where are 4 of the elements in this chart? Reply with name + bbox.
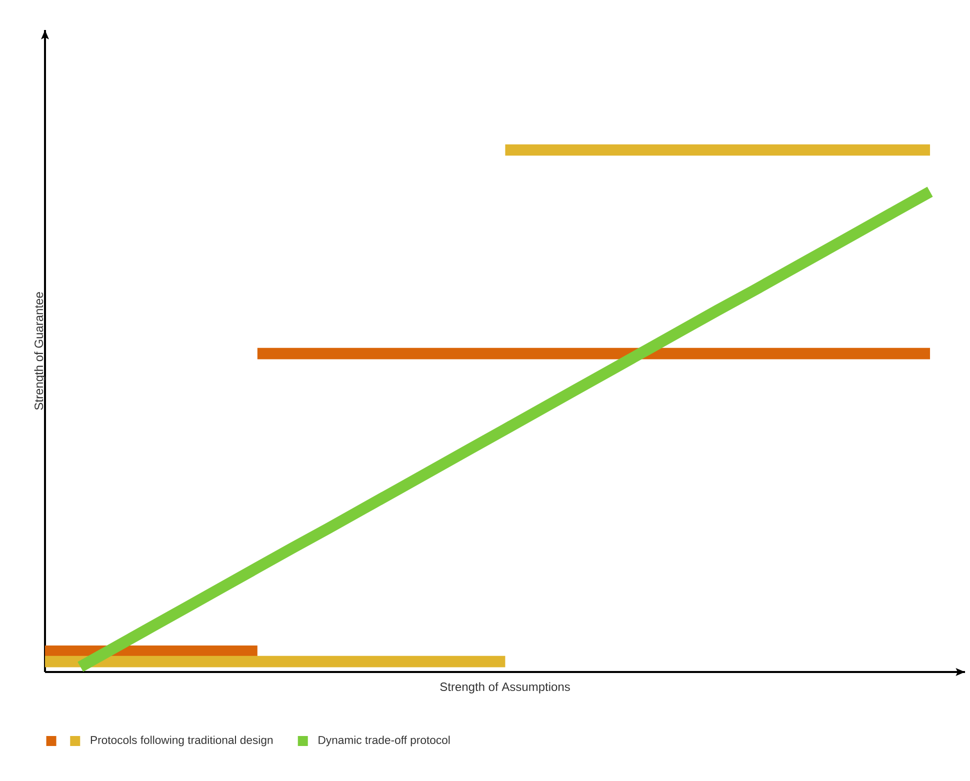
x-axis-title: Strength of Assumptions — [440, 682, 570, 694]
legend-label: Dynamic trade-off protocol — [318, 736, 450, 746]
y-axis-title: Strength of Guarantee — [34, 292, 46, 410]
legend-label: Protocols following traditional design — [90, 736, 273, 746]
